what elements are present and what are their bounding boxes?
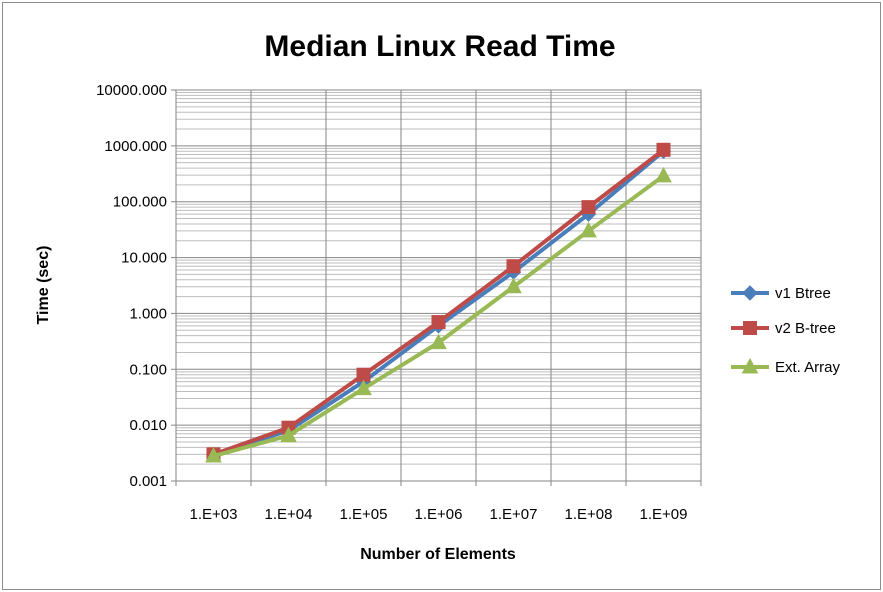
legend-label: v2 B-tree (775, 320, 836, 337)
legend-item: Ext. Array (731, 357, 841, 376)
y-tick-label: 0.010 (129, 417, 167, 434)
legend-marker (742, 285, 758, 301)
x-axis-title: Number of Elements (360, 546, 516, 563)
data-point (205, 446, 222, 463)
x-tick-label: 1.E+04 (265, 506, 313, 523)
x-tick-label: 1.E+08 (565, 506, 613, 523)
data-point (430, 333, 447, 350)
data-point (356, 367, 371, 382)
series-1 (205, 143, 672, 463)
legend-marker (743, 321, 757, 335)
x-tick-label: 1.E+03 (190, 506, 238, 523)
series-line (212, 149, 665, 457)
legend-label: v1 Btree (775, 285, 831, 302)
data-point (581, 200, 596, 215)
y-tick-label: 100.000 (113, 194, 167, 211)
y-tick-label: 0.001 (129, 473, 167, 490)
y-tick-label: 10000.000 (96, 82, 167, 99)
x-axis: 1.E+03 1.E+04 1.E+05 1.E+06 1.E+07 1.E+08 1.E+… (175, 481, 702, 523)
legend-item: v1 Btree (731, 285, 831, 302)
series-3 (205, 166, 672, 463)
grid (175, 89, 702, 482)
data-point (506, 259, 521, 274)
y-tick-label: 0.100 (129, 361, 167, 378)
series-2 (206, 142, 671, 462)
y-axis: 10000.000 1000.000 100.000 10.000 1.000 0.100… (96, 82, 176, 490)
data-point (355, 379, 372, 396)
legend: v1 Btree v2 B-tree Ext. Array (731, 285, 841, 376)
x-tick-label: 1.E+06 (415, 506, 463, 523)
data-point (656, 142, 671, 157)
legend-item: v2 B-tree (731, 320, 836, 337)
series-layer (205, 142, 672, 463)
y-tick-label: 1000.000 (104, 138, 167, 155)
y-tick-label: 10.000 (121, 250, 167, 267)
chart-title: Median Linux Read Time (264, 30, 615, 63)
plot-area (175, 89, 702, 482)
y-tick-label: 1.000 (129, 305, 167, 322)
legend-label: Ext. Array (775, 359, 841, 376)
x-tick-label: 1.E+09 (640, 506, 688, 523)
data-point (655, 166, 672, 183)
data-point (505, 277, 522, 294)
y-axis-title: Time (sec) (35, 246, 52, 325)
x-tick-label: 1.E+07 (490, 506, 538, 523)
x-tick-label: 1.E+05 (340, 506, 388, 523)
data-point (280, 426, 297, 443)
data-point (580, 221, 597, 238)
legend-marker (741, 357, 759, 374)
data-point (431, 315, 446, 330)
